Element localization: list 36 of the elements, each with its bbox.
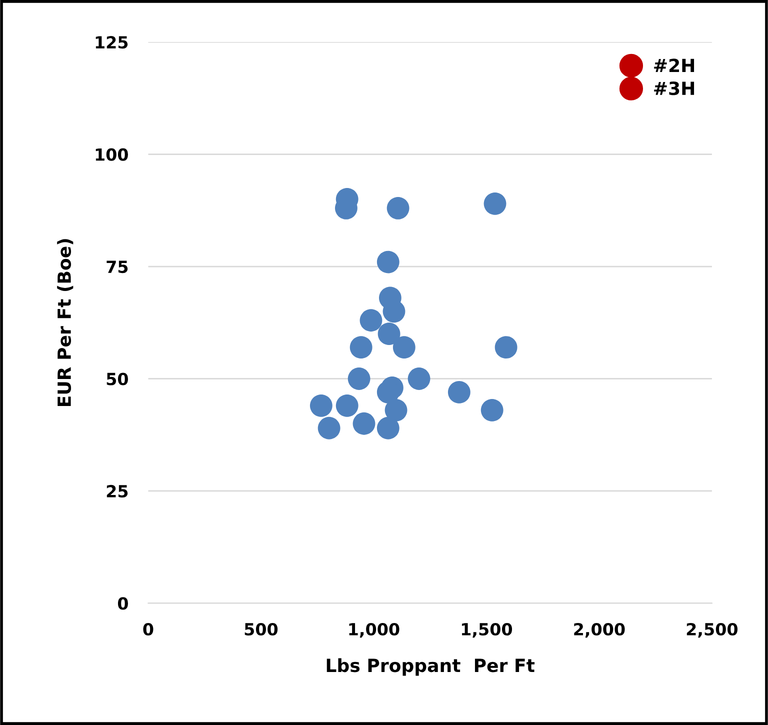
point — [392, 336, 416, 359]
y-tick-label: 0 — [118, 597, 128, 610]
x-tick-label: 1,000 — [349, 622, 400, 638]
point — [494, 336, 518, 359]
x-tick-label: 2,500 — [686, 622, 738, 638]
point — [384, 398, 408, 422]
x-tick-label: 1,500 — [462, 622, 512, 638]
point — [382, 300, 406, 323]
point — [352, 412, 376, 435]
y-tick-label: 50 — [106, 372, 128, 386]
y-tick-label: 25 — [106, 484, 128, 498]
point — [408, 368, 430, 390]
point — [360, 309, 382, 332]
point — [376, 381, 400, 404]
point — [350, 336, 372, 359]
point — [310, 394, 332, 417]
point — [376, 416, 400, 440]
point — [348, 368, 370, 390]
point — [336, 394, 358, 417]
legend-label: #3H — [654, 82, 694, 96]
point — [378, 322, 400, 346]
y-axis-title: EUR Per Ft (Boe) — [57, 239, 74, 406]
point — [448, 381, 470, 404]
y-tick-label: 100 — [96, 148, 128, 161]
point — [376, 250, 400, 274]
y-tick-label: 75 — [106, 260, 128, 274]
legend-label: #2H — [654, 58, 694, 72]
x-tick-label: 0 — [143, 622, 154, 636]
y-tick-label: 125 — [96, 36, 128, 49]
point — [480, 398, 504, 422]
point — [484, 192, 506, 215]
point — [386, 196, 410, 220]
x-tick-label: 2,000 — [574, 622, 625, 638]
point — [318, 416, 340, 440]
x-axis-title: Lbs Proppant Per Ft — [326, 658, 535, 676]
x-tick-label: 500 — [244, 622, 278, 636]
